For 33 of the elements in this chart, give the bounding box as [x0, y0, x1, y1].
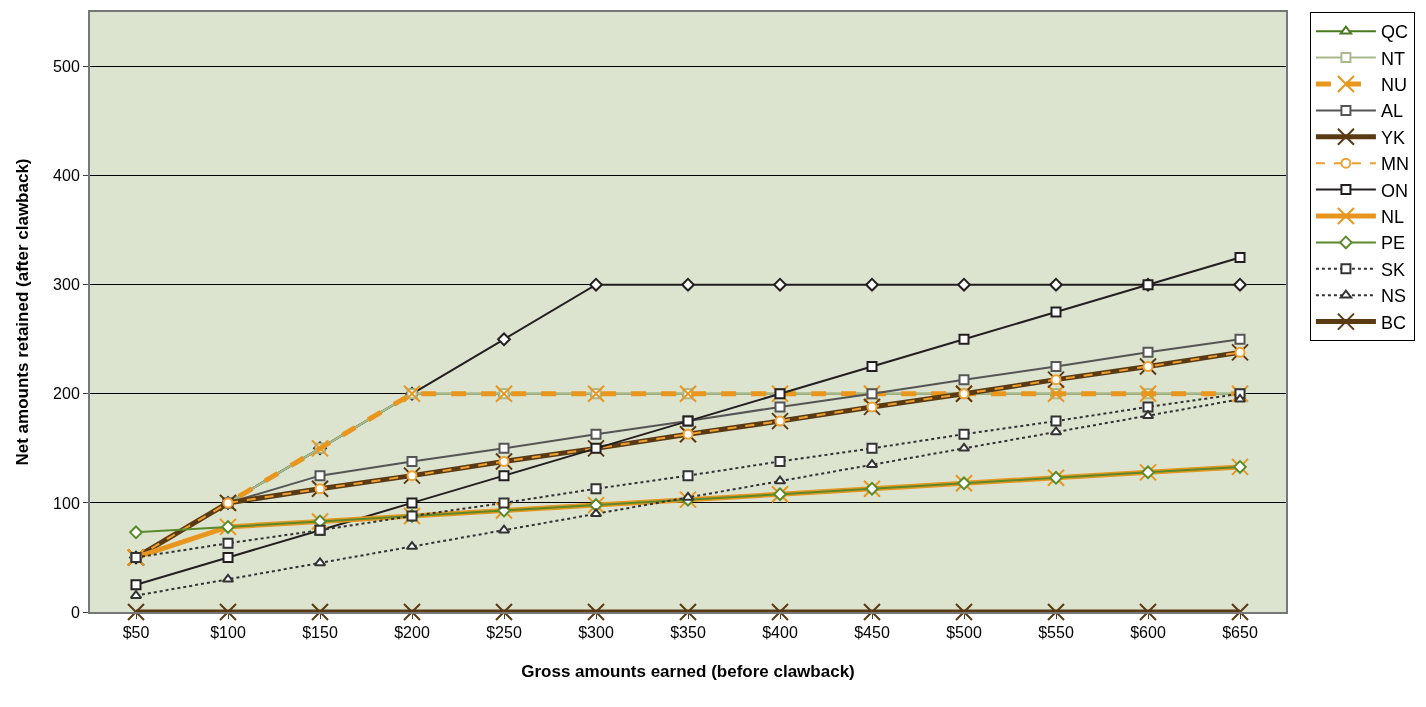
legend-label: NT — [1380, 48, 1405, 69]
x-tick-label: $500 — [946, 624, 982, 642]
x-tick-label: $450 — [854, 624, 890, 642]
x-tick-label: $550 — [1038, 624, 1074, 642]
legend-label: NL — [1380, 207, 1404, 228]
x-tick-label: $650 — [1222, 624, 1258, 642]
x-tick-label: $600 — [1130, 624, 1166, 642]
x-tick-label: $50 — [122, 624, 150, 642]
legend-label: NU — [1380, 75, 1407, 96]
legend-label: QC — [1380, 22, 1408, 43]
x-tick-label: $100 — [210, 624, 246, 642]
legend-label: SK — [1380, 259, 1405, 280]
y-tick-label: 200 — [53, 385, 80, 403]
legend-label: NS — [1380, 286, 1406, 307]
y-tick-label: 100 — [53, 494, 80, 512]
y-axis-title: Net amounts retained (after clawback) — [13, 158, 33, 466]
y-tick-label: 400 — [53, 167, 80, 185]
x-tick-label: $250 — [486, 624, 522, 642]
legend-label: MN — [1380, 154, 1409, 175]
legend-label: YK — [1380, 127, 1405, 148]
y-tick-label: 500 — [53, 58, 80, 76]
x-tick-label: $400 — [762, 624, 798, 642]
y-tick-label: 300 — [53, 276, 80, 294]
x-axis-title: Gross amounts earned (before clawback) — [521, 662, 855, 682]
x-tick-label: $200 — [394, 624, 430, 642]
x-tick-label: $150 — [302, 624, 338, 642]
legend-label: BC — [1380, 312, 1406, 333]
x-tick-label: $350 — [670, 624, 706, 642]
legend-label: ON — [1380, 180, 1408, 201]
x-tick-label: $300 — [578, 624, 614, 642]
legend-label: AL — [1380, 101, 1403, 122]
y-tick-label: 0 — [70, 603, 80, 621]
legend-label: PE — [1380, 233, 1405, 254]
